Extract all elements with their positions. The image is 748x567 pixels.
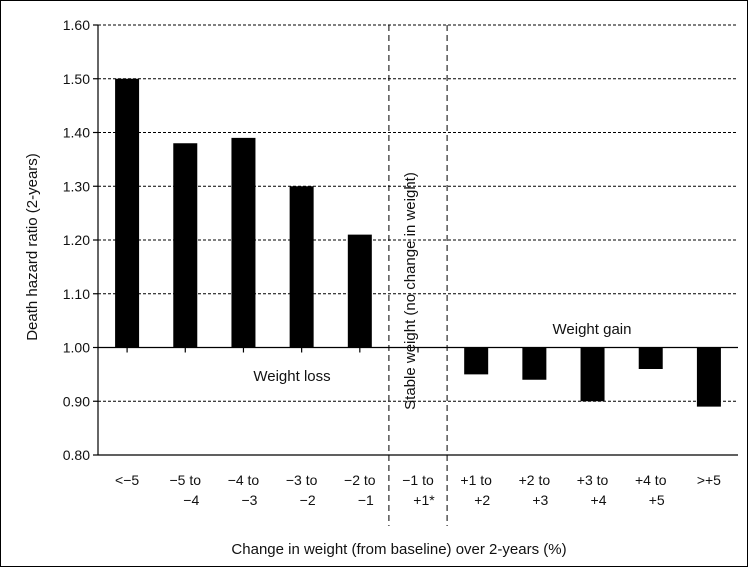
x-tick-label: +2 to xyxy=(519,472,551,488)
stable-weight-label: Stable weight (no change in weight) xyxy=(402,172,419,410)
bar xyxy=(173,143,198,348)
bar xyxy=(231,137,256,348)
x-tick-label: −3 to xyxy=(286,472,318,488)
x-tick-label: +4 xyxy=(591,492,607,508)
axes xyxy=(93,24,738,456)
y-tick-label: 1.30 xyxy=(63,178,90,194)
x-tick-label: −1 xyxy=(358,492,374,508)
x-tick-label: +1* xyxy=(413,492,435,508)
y-tick-label: 1.60 xyxy=(63,17,90,33)
bar xyxy=(289,186,314,348)
x-tick-label: −4 to xyxy=(228,472,260,488)
y-tick-label: 1.50 xyxy=(63,71,90,87)
y-axis-title: Death hazard ratio (2-years) xyxy=(24,153,41,341)
x-tick-label: −2 xyxy=(300,492,316,508)
x-tick-label: −2 to xyxy=(344,472,376,488)
region-dividers xyxy=(388,25,448,526)
y-tick-labels: 0.80 0.90 1.00 1.10 1.20 1.30 1.40 1.50 1.60 xyxy=(63,17,90,463)
y-tick-label: 1.00 xyxy=(63,340,90,356)
bars xyxy=(115,78,721,407)
bar xyxy=(522,347,547,380)
x-tick-label: +2 xyxy=(474,492,490,508)
x-tick-label: −3 xyxy=(241,492,257,508)
weight-loss-label: Weight loss xyxy=(253,368,330,385)
bar xyxy=(638,347,663,369)
x-axis-title: Change in weight (from baseline) over 2-… xyxy=(231,541,566,558)
bar xyxy=(347,234,372,348)
x-tick-label: −1 to xyxy=(402,472,434,488)
y-tick-label: 1.40 xyxy=(63,125,90,141)
bar xyxy=(696,347,721,407)
x-tick-label: +3 to xyxy=(577,472,609,488)
y-tick-label: 0.90 xyxy=(63,393,90,409)
weight-gain-label: Weight gain xyxy=(553,321,632,338)
gridlines xyxy=(98,24,738,402)
x-tick-label: <−5 xyxy=(115,472,139,488)
x-tick-label: +3 xyxy=(532,492,548,508)
x-tick-label: −5 to xyxy=(170,472,202,488)
bar xyxy=(115,78,140,348)
x-tick-label: −4 xyxy=(183,492,199,508)
bar xyxy=(580,347,605,402)
y-tick-label: 1.10 xyxy=(63,286,90,302)
x-tick-label: >+5 xyxy=(697,472,721,488)
x-tick-label: +5 xyxy=(649,492,665,508)
x-tick-label: +4 to xyxy=(635,472,667,488)
y-tick-label: 0.80 xyxy=(63,447,90,463)
x-tick-labels: <−5 −5 to −4 −4 to −3 −3 to −2 −2 to −1 −1 to +1* +… xyxy=(115,472,721,508)
x-tick-label: +1 to xyxy=(460,472,492,488)
y-tick-label: 1.20 xyxy=(63,232,90,248)
